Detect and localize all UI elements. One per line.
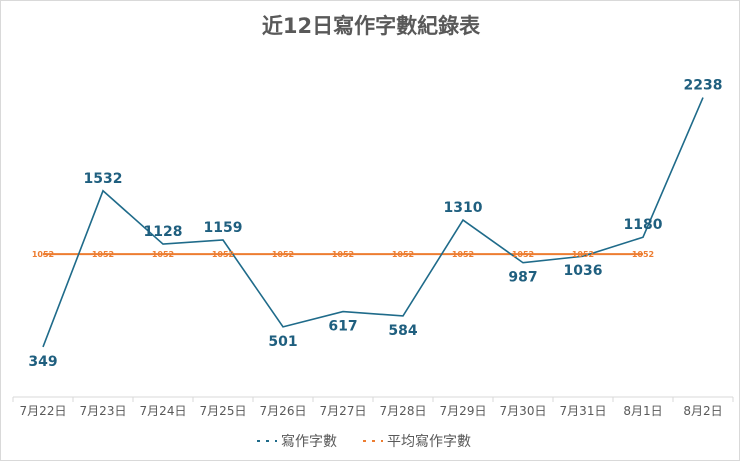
chart-title: 近12日寫作字數紀錄表 bbox=[262, 14, 481, 38]
data-label: 987 bbox=[508, 270, 537, 286]
data-label: 617 bbox=[328, 319, 357, 335]
data-label: 1159 bbox=[204, 220, 243, 236]
data-label: 1180 bbox=[624, 217, 663, 233]
average-label: 1052 bbox=[212, 250, 234, 259]
average-label: 1052 bbox=[572, 250, 594, 259]
x-tick-label: 8月2日 bbox=[683, 404, 722, 418]
data-label: 349 bbox=[28, 354, 57, 370]
x-tick-label: 7月30日 bbox=[500, 404, 547, 418]
data-label: 584 bbox=[388, 323, 417, 339]
x-tick-label: 7月25日 bbox=[200, 404, 247, 418]
series-lines bbox=[43, 97, 703, 347]
data-label: 1532 bbox=[84, 171, 123, 187]
legend-label-series-0: 寫作字數 bbox=[281, 433, 337, 450]
average-label: 1052 bbox=[632, 250, 654, 259]
data-label: 2238 bbox=[684, 78, 723, 94]
data-label: 1310 bbox=[444, 200, 483, 216]
x-tick-label: 7月31日 bbox=[560, 404, 607, 418]
data-labels: 1052 1052 1052 1052 1052 1052 1052 1052 1052 1052… bbox=[28, 78, 722, 370]
x-tick-label: 7月22日 bbox=[20, 404, 67, 418]
average-label: 1052 bbox=[272, 250, 294, 259]
x-tick-label: 7月26日 bbox=[260, 404, 307, 418]
average-label: 1052 bbox=[32, 250, 54, 259]
legend: 寫作字數 平均寫作字數 bbox=[257, 433, 471, 450]
x-tick-label: 7月29日 bbox=[440, 404, 487, 418]
average-label: 1052 bbox=[152, 250, 174, 259]
average-label: 1052 bbox=[452, 250, 474, 259]
data-label: 1128 bbox=[144, 224, 183, 240]
x-tick-label: 7月23日 bbox=[80, 404, 127, 418]
average-label: 1052 bbox=[92, 250, 114, 259]
series-line-0 bbox=[43, 98, 703, 347]
data-label: 1036 bbox=[564, 263, 603, 279]
average-label: 1052 bbox=[332, 250, 354, 259]
data-label: 501 bbox=[268, 334, 297, 350]
x-tick-label: 8月1日 bbox=[623, 404, 662, 418]
legend-label-series-1: 平均寫作字數 bbox=[387, 433, 471, 450]
x-tick-label: 7月24日 bbox=[140, 404, 187, 418]
x-tick-label: 7月27日 bbox=[320, 404, 367, 418]
average-label: 1052 bbox=[392, 250, 414, 259]
x-tick-label: 7月28日 bbox=[380, 404, 427, 418]
x-axis: 7月22日 7月23日 7月24日 7月25日 7月26日 7月27日 7月28日 7月29日… bbox=[13, 397, 733, 418]
average-label: 1052 bbox=[512, 250, 534, 259]
